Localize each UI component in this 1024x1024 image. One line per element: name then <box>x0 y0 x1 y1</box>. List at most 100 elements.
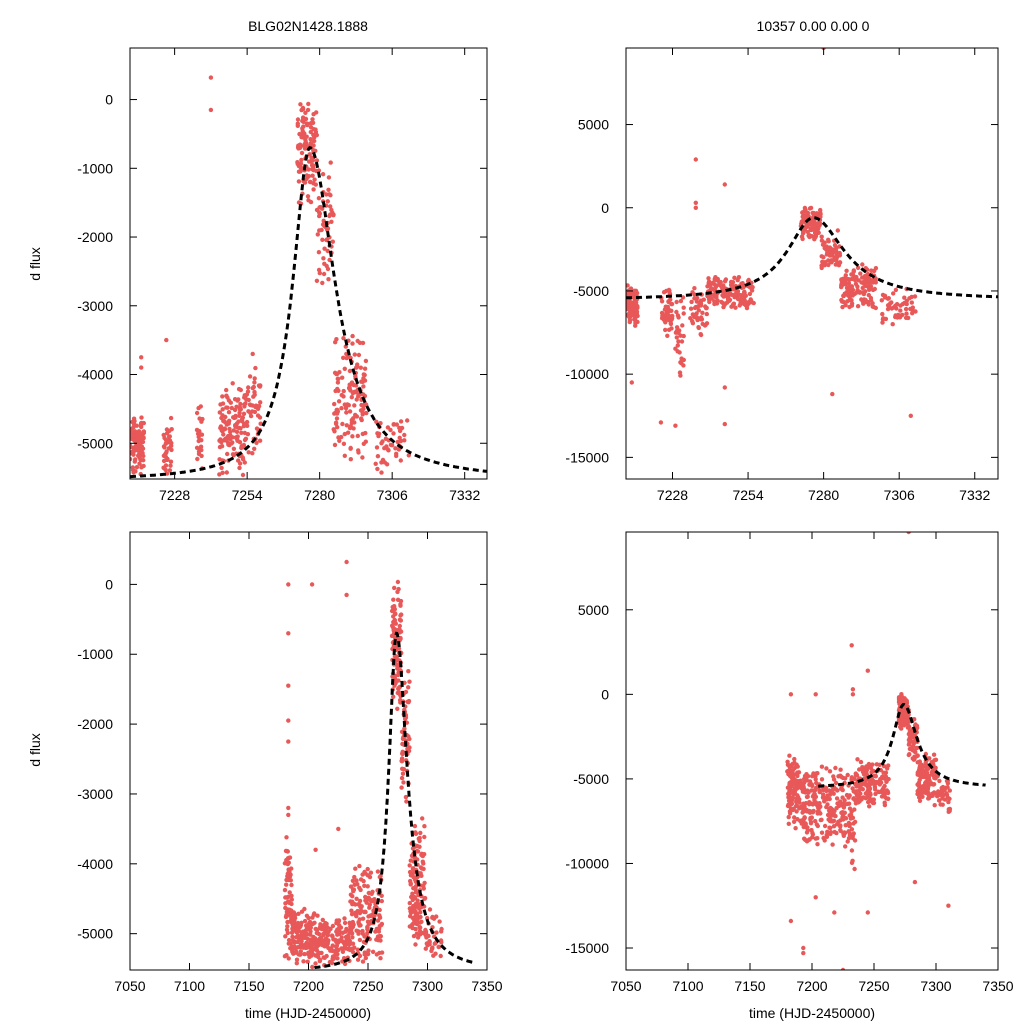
data-point <box>901 723 907 728</box>
data-point <box>342 453 347 458</box>
outlier-point <box>344 559 349 565</box>
data-point <box>395 589 400 595</box>
data-point <box>790 770 795 776</box>
data-point <box>220 394 225 399</box>
data-point <box>674 325 680 330</box>
data-point <box>235 398 240 403</box>
data-point <box>238 426 243 431</box>
y-tick-label: -5000 <box>573 283 609 299</box>
data-point <box>294 961 299 966</box>
data-point <box>422 834 427 840</box>
data-point <box>168 459 174 464</box>
data-point <box>353 902 358 907</box>
data-point <box>706 276 711 281</box>
data-point <box>847 277 852 282</box>
data-point <box>354 878 359 883</box>
data-point <box>914 745 920 751</box>
data-point <box>327 213 332 219</box>
data-point <box>681 305 686 310</box>
data-point <box>695 316 700 321</box>
data-point <box>137 438 142 443</box>
data-point <box>374 419 379 424</box>
data-point <box>350 935 355 940</box>
data-point <box>286 937 292 943</box>
data-point <box>907 752 912 757</box>
data-point <box>787 782 792 787</box>
data-point <box>885 306 891 312</box>
ylabel-top: d flux <box>27 247 43 280</box>
data-point <box>860 787 865 792</box>
data-point <box>219 440 224 445</box>
data-point <box>420 816 425 821</box>
data-point <box>299 157 304 163</box>
data-point <box>882 783 887 789</box>
data-point <box>868 781 873 786</box>
data-point <box>909 294 914 300</box>
data-point <box>363 909 368 915</box>
data-point <box>898 308 903 313</box>
data-point <box>288 878 293 883</box>
data-point <box>804 839 810 844</box>
data-point <box>669 326 674 331</box>
y-tick-label: -5000 <box>77 926 113 942</box>
x-tick-label: 7306 <box>884 487 915 503</box>
outlier-point <box>850 687 856 692</box>
x-tick-label: 7150 <box>734 978 765 994</box>
data-point <box>349 908 354 913</box>
data-point <box>883 770 889 775</box>
data-point <box>891 291 896 296</box>
data-point <box>130 436 134 441</box>
data-point <box>242 460 247 465</box>
data-point <box>423 927 428 933</box>
data-point <box>408 881 413 886</box>
x-tick-label: 7254 <box>732 487 763 503</box>
data-point <box>921 787 926 792</box>
data-point <box>245 389 251 394</box>
data-point <box>340 421 345 427</box>
data-point <box>301 935 306 940</box>
data-point <box>696 325 701 330</box>
data-point <box>237 407 242 412</box>
data-point <box>305 951 311 957</box>
data-point <box>411 933 417 939</box>
x-tick-label: 7050 <box>610 978 641 994</box>
data-point <box>352 403 357 408</box>
data-point <box>345 430 351 435</box>
data-point <box>842 830 847 835</box>
data-point <box>298 949 303 954</box>
data-point <box>350 333 355 339</box>
data-point <box>927 780 932 785</box>
data-point <box>137 461 142 466</box>
data-point <box>221 418 226 424</box>
y-tick-label: 0 <box>105 92 113 108</box>
y-tick-label: 5000 <box>578 117 609 133</box>
data-point <box>398 603 403 608</box>
data-point <box>256 404 262 409</box>
data-point <box>791 781 796 787</box>
data-point <box>634 309 640 314</box>
data-point <box>626 299 630 304</box>
data-point <box>667 288 672 293</box>
data-point <box>680 323 685 328</box>
data-point <box>317 228 322 233</box>
data-point <box>355 362 360 367</box>
data-point <box>812 801 817 806</box>
outlier-point <box>830 391 835 397</box>
data-point <box>339 946 344 951</box>
data-point <box>410 866 416 871</box>
data-point <box>340 949 346 954</box>
data-point <box>866 799 871 805</box>
data-point <box>809 234 814 239</box>
data-point <box>231 446 237 451</box>
data-point <box>839 297 844 303</box>
data-point <box>809 827 814 833</box>
data-point <box>894 306 899 311</box>
data-point <box>224 387 229 393</box>
data-point <box>856 797 862 802</box>
data-point <box>838 827 843 833</box>
xlabel-left: time (HJD-2450000) <box>245 1005 371 1021</box>
data-point <box>356 448 361 453</box>
data-point <box>339 935 344 940</box>
data-point <box>342 941 348 947</box>
data-point <box>384 444 389 449</box>
